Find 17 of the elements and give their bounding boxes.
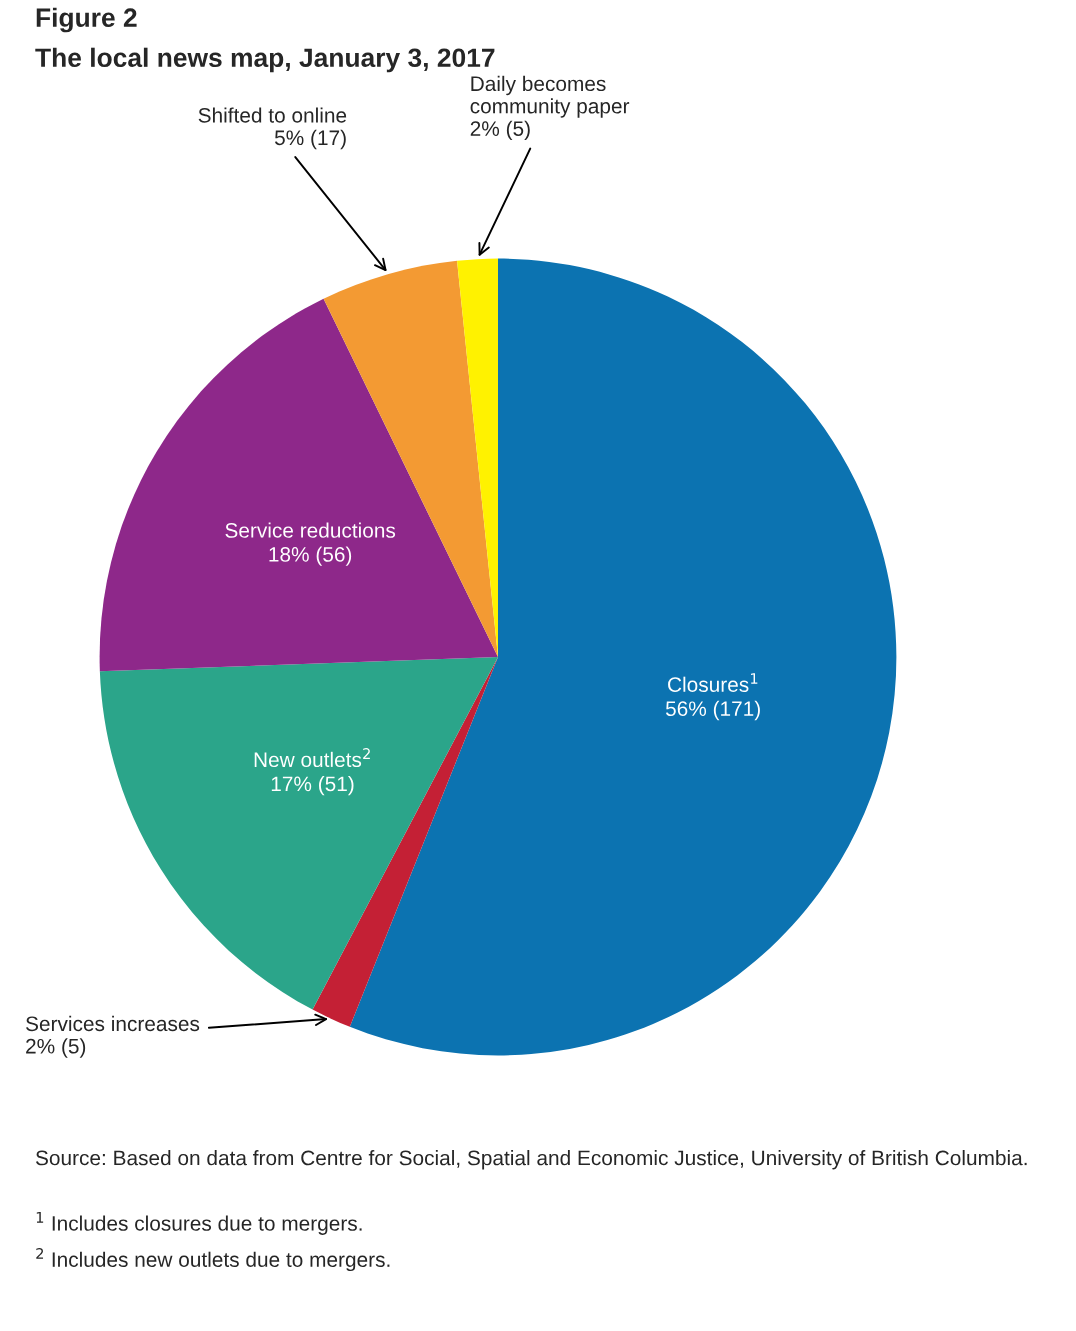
text: $^{2}$ Includes new outlets due to mergers.: [36, 1248, 390, 1272]
slice-label: Daily becomes community paper: [470, 75, 630, 118]
slice-label: New outlets$^{2}$: [254, 748, 370, 768]
data-label: 5% (17): [274, 129, 346, 150]
data-label: 2% (5): [470, 120, 530, 141]
chart-subtitle: The local news map, January 3, 2017: [35, 47, 495, 73]
data-label: 2% (5): [26, 1038, 86, 1058]
text: $^{1}$ Includes closures due to mergers.: [36, 1212, 362, 1235]
slice-label: Service reductions: [225, 522, 396, 538]
data-label: 17% (51): [271, 775, 354, 796]
slice-label: Closures$^{1}$: [668, 673, 758, 692]
data-label: 56% (171): [665, 700, 760, 721]
data-label: 18% (56): [269, 546, 352, 566]
chart-title: Figure 2: [36, 7, 137, 33]
slice-label: Shifted to online: [198, 107, 347, 123]
source-note: Source: Based on data from Centre for Social, Spatial and Economic Justice, University of British Columbia.: [35, 1150, 1027, 1170]
slice-label: Services increases: [26, 1015, 200, 1032]
